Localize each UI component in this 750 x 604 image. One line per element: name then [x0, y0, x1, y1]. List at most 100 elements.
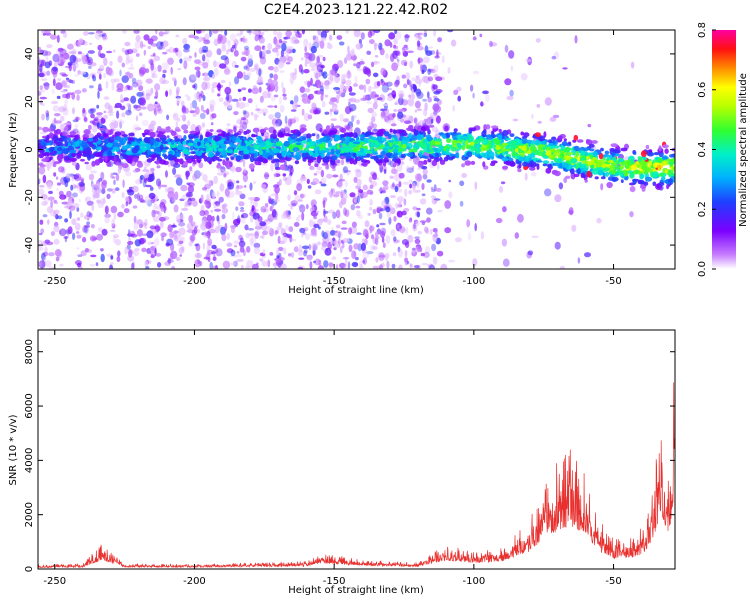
heatmap-cell: [298, 257, 305, 260]
heatmap-cell: [132, 169, 140, 173]
heatmap-cell: [159, 216, 166, 222]
heatmap-cell: [353, 243, 360, 250]
heatmap-cell: [239, 246, 245, 253]
heatmap-cell: [444, 200, 452, 209]
heatmap-cell: [259, 157, 265, 161]
heatmap-cell: [123, 145, 129, 150]
heatmap-cell: [80, 178, 84, 183]
y-tick-label: 20: [24, 95, 35, 108]
heatmap-cell: [413, 156, 420, 165]
heatmap-cell: [279, 104, 285, 113]
heatmap-cell: [38, 72, 45, 78]
spectrogram-x-label: Height of straight line (km): [288, 285, 424, 296]
heatmap-cell: [231, 98, 239, 102]
heatmap-cell: [225, 157, 230, 162]
heatmap-cell: [273, 129, 277, 135]
heatmap-cell: [371, 116, 376, 123]
heatmap-cell: [415, 88, 422, 97]
heatmap-cell: [67, 137, 72, 142]
heatmap-cell: [89, 42, 93, 45]
heatmap-cell: [254, 63, 259, 71]
heatmap-cell: [100, 198, 106, 205]
heatmap-cell: [310, 77, 313, 86]
heatmap-cell: [250, 237, 254, 247]
heatmap-cell: [504, 78, 512, 86]
heatmap-cell: [207, 240, 212, 246]
heatmap-cell: [270, 96, 276, 102]
heatmap-cell: [368, 176, 373, 183]
heatmap-cell: [46, 241, 54, 246]
heatmap-cell: [178, 221, 186, 227]
heatmap-cell: [556, 158, 563, 163]
y-tick-label: 4000: [24, 448, 35, 473]
heatmap-cell: [143, 34, 150, 41]
heatmap-cell: [124, 71, 130, 76]
heatmap-cell: [349, 158, 354, 165]
heatmap-cell: [135, 34, 141, 43]
heatmap-cell: [419, 120, 426, 125]
heatmap-cell: [379, 159, 383, 163]
heatmap-cell: [422, 98, 427, 102]
heatmap-cell: [173, 230, 179, 234]
heatmap-cell: [559, 265, 566, 269]
heatmap-cell: [140, 106, 147, 110]
heatmap-cell: [108, 69, 114, 77]
heatmap-cell: [308, 150, 314, 155]
heatmap-cell: [298, 244, 303, 253]
heatmap-cell: [124, 41, 131, 47]
colorbar-tick-label: 0.8: [697, 22, 708, 38]
heatmap-cell: [87, 50, 95, 54]
heatmap-cell: [427, 91, 430, 99]
heatmap-cell: [340, 92, 346, 98]
heatmap-cell: [184, 201, 187, 210]
heatmap-cell: [106, 67, 113, 75]
heatmap-cell: [157, 262, 162, 268]
heatmap-cell: [371, 61, 375, 68]
heatmap-cell: [330, 118, 337, 121]
heatmap-cell: [113, 212, 116, 221]
heatmap-cell: [200, 104, 204, 112]
heatmap-cell: [406, 167, 414, 173]
heatmap-cell: [172, 112, 179, 121]
heatmap-cell: [259, 221, 267, 227]
heatmap-cell: [401, 210, 407, 216]
heatmap-cell: [330, 159, 336, 166]
heatmap-cell: [424, 226, 429, 233]
heatmap-cell: [280, 49, 284, 58]
heatmap-cell: [149, 59, 154, 65]
heatmap-cell: [281, 150, 286, 157]
heatmap-cell: [472, 258, 478, 267]
heatmap-cell: [320, 177, 327, 184]
heatmap-cell: [192, 173, 198, 181]
heatmap-cell: [517, 213, 524, 223]
heatmap-cell: [205, 81, 211, 90]
heatmap-cell: [238, 97, 242, 102]
heatmap-cell: [101, 146, 105, 151]
heatmap-cell: [203, 109, 207, 113]
heatmap-cell: [187, 200, 193, 204]
heatmap-cell: [487, 141, 492, 146]
heatmap-cell: [351, 261, 359, 268]
heatmap-cell: [274, 105, 278, 109]
heatmap-cell: [398, 228, 406, 232]
heatmap-cell: [176, 96, 181, 104]
heatmap-cell: [192, 113, 197, 117]
heatmap-cell: [415, 34, 419, 41]
heatmap-cell: [145, 89, 152, 95]
heatmap-cell: [273, 94, 279, 98]
heatmap-cell: [270, 79, 278, 87]
heatmap-cell: [362, 229, 369, 238]
heatmap-cell: [196, 91, 201, 99]
heatmap-cell: [52, 78, 56, 87]
heatmap-cell: [280, 263, 287, 269]
heatmap-cell: [304, 46, 308, 53]
heatmap-cell: [136, 229, 143, 237]
heatmap-cell: [277, 246, 284, 252]
heatmap-cell: [197, 141, 201, 146]
heatmap-cell: [366, 101, 373, 105]
heatmap-cell: [509, 133, 515, 138]
heatmap-cell: [139, 66, 147, 75]
heatmap-cell: [356, 119, 360, 125]
heatmap-cell: [303, 69, 310, 74]
heatmap-cell: [43, 251, 48, 257]
